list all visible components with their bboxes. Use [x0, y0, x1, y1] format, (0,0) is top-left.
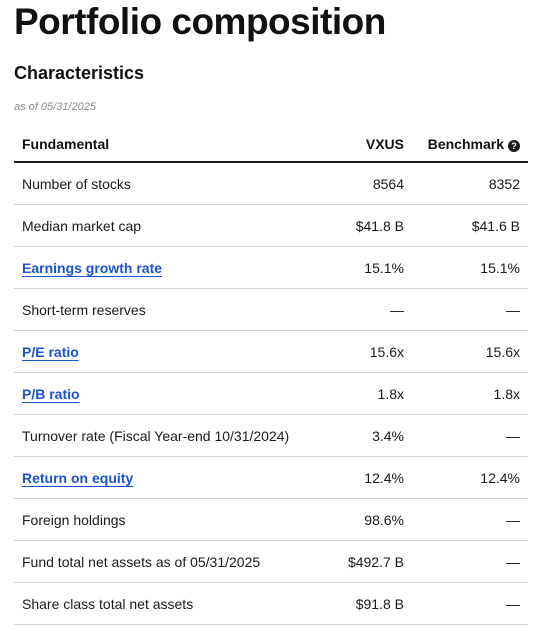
table-header-row: Fundamental VXUS Benchmark?: [14, 127, 528, 163]
fund-value: $91.8 B: [322, 582, 404, 625]
table-row: Number of stocks 8564 8352: [14, 162, 528, 205]
fund-value: 15.1%: [322, 246, 404, 289]
benchmark-value: 15.6x: [404, 330, 528, 373]
benchmark-value: $41.6 B: [404, 204, 528, 247]
row-label-cell: Foreign holdings: [14, 498, 322, 541]
benchmark-value: 1.8x: [404, 372, 528, 415]
row-label-cell: Turnover rate (Fiscal Year-end 10/31/202…: [14, 414, 322, 457]
fund-value: 8564: [322, 162, 404, 205]
row-label-cell: Fund total net assets as of 05/31/2025: [14, 540, 322, 583]
fund-value: $492.7 B: [322, 540, 404, 583]
table-row: Median market cap $41.8 B $41.6 B: [14, 204, 528, 247]
section-title: Characteristics: [14, 63, 145, 83]
row-label-link[interactable]: P/E ratio: [22, 343, 79, 360]
page-title: Portfolio composition: [14, 1, 386, 42]
table-row: P/B ratio 1.8x 1.8x: [14, 372, 528, 415]
table-row: Short-term reserves — —: [14, 288, 528, 331]
fund-value: 12.4%: [322, 456, 404, 499]
benchmark-value: —: [404, 498, 528, 541]
benchmark-value: 8352: [404, 162, 528, 205]
table-row: Earnings growth rate 15.1% 15.1%: [14, 246, 528, 289]
header-benchmark-label: Benchmark: [427, 136, 504, 152]
row-label-cell: P/E ratio: [14, 330, 322, 373]
row-label-cell: Number of stocks: [14, 162, 322, 205]
fund-value: 3.4%: [322, 414, 404, 457]
table-row: Share class total net assets $91.8 B —: [14, 582, 528, 625]
header-benchmark: Benchmark?: [404, 127, 528, 163]
row-label-cell: Earnings growth rate: [14, 246, 322, 289]
header-fund: VXUS: [322, 127, 404, 163]
table-row: Return on equity 12.4% 12.4%: [14, 456, 528, 499]
row-label-cell: P/B ratio: [14, 372, 322, 415]
row-label: Short-term reserves: [22, 301, 146, 318]
table-row: P/E ratio 15.6x 15.6x: [14, 330, 528, 373]
row-label-cell: Median market cap: [14, 204, 322, 247]
fund-value: 1.8x: [322, 372, 404, 415]
fund-value: $41.8 B: [322, 204, 404, 247]
row-label-link[interactable]: Return on equity: [22, 469, 134, 486]
table-body: Number of stocks 8564 8352 Median market ca…: [14, 162, 528, 625]
table-row: Foreign holdings 98.6% —: [14, 498, 528, 541]
question-circle-icon[interactable]: ?: [508, 140, 520, 152]
table-row: Fund total net assets as of 05/31/2025 $4…: [14, 540, 528, 583]
benchmark-value: —: [404, 414, 528, 457]
fund-value: —: [322, 288, 404, 331]
row-label-cell: Short-term reserves: [14, 288, 322, 331]
characteristics-table: Fundamental VXUS Benchmark? Number of st…: [14, 127, 528, 625]
row-label: Foreign holdings: [22, 511, 126, 528]
as-of-date: as of 05/31/2025: [14, 101, 96, 113]
row-label-cell: Share class total net assets: [14, 582, 322, 625]
benchmark-value: —: [404, 540, 528, 583]
benchmark-value: —: [404, 288, 528, 331]
benchmark-value: 15.1%: [404, 246, 528, 289]
row-label-cell: Return on equity: [14, 456, 322, 499]
benchmark-value: —: [404, 582, 528, 625]
row-label: Median market cap: [22, 217, 142, 234]
fund-value: 15.6x: [322, 330, 404, 373]
row-label-link[interactable]: Earnings growth rate: [22, 259, 163, 276]
fund-value: 98.6%: [322, 498, 404, 541]
row-label-link[interactable]: P/B ratio: [22, 385, 80, 402]
table-row: Turnover rate (Fiscal Year-end 10/31/202…: [14, 414, 528, 457]
row-label: Share class total net assets: [22, 595, 194, 612]
row-label: Fund total net assets as of 05/31/2025: [22, 553, 261, 570]
benchmark-value: 12.4%: [404, 456, 528, 499]
row-label: Number of stocks: [22, 175, 131, 192]
header-fundamental: Fundamental: [14, 127, 322, 163]
row-label: Turnover rate (Fiscal Year-end 10/31/202…: [22, 427, 290, 444]
